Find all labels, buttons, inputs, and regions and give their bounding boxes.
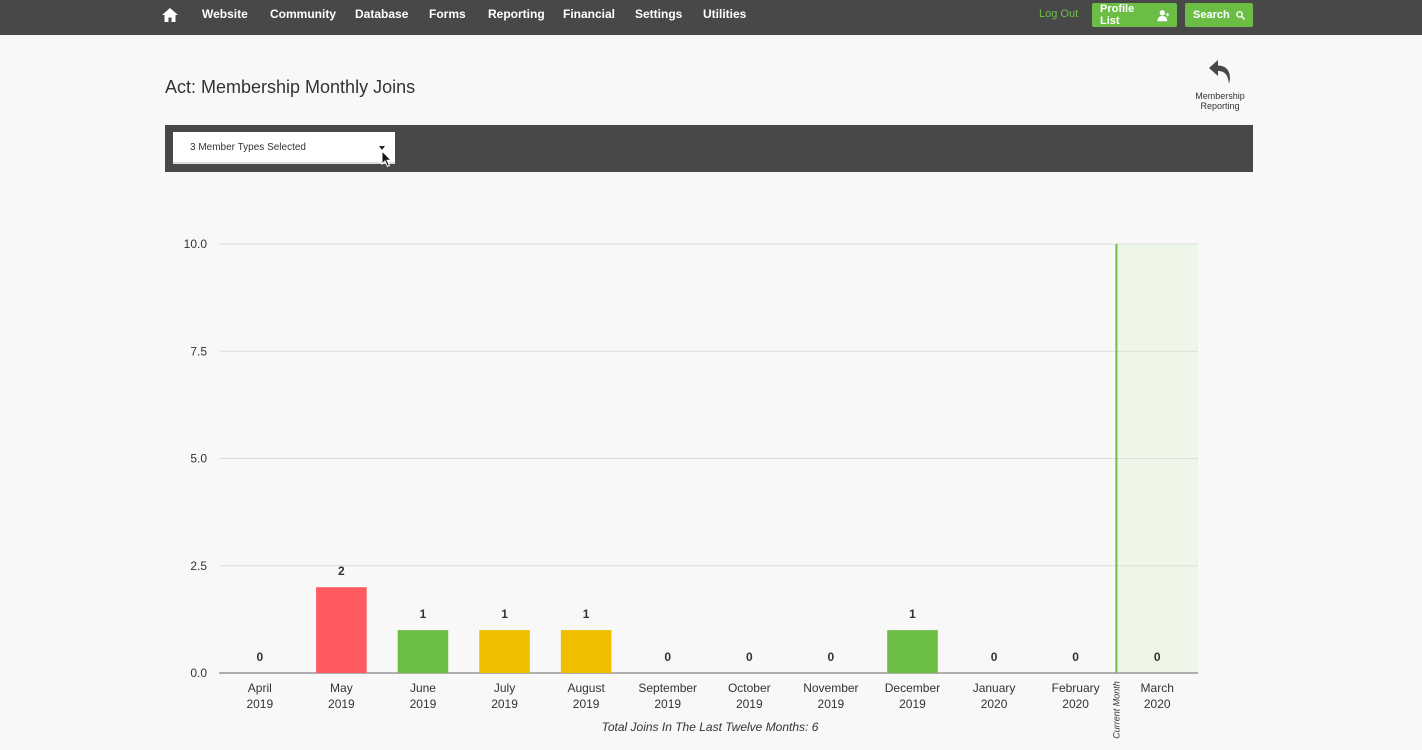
- data-label: 0: [664, 650, 671, 664]
- bar: [560, 630, 612, 673]
- nav-forms[interactable]: Forms: [429, 7, 466, 21]
- data-label: 2: [338, 564, 345, 578]
- back-arrow-icon: [1209, 60, 1230, 84]
- nav-reporting[interactable]: Reporting: [488, 7, 545, 21]
- data-label: 1: [501, 607, 508, 621]
- user-add-icon: [1156, 9, 1169, 21]
- x-tick-label: August: [567, 681, 605, 695]
- profile-list-label: Profile List: [1100, 3, 1135, 27]
- membership-reporting-link[interactable]: Membership Reporting: [1188, 58, 1252, 111]
- x-tick-label: 2020: [1144, 697, 1171, 711]
- data-label: 1: [909, 607, 916, 621]
- x-tick-label: February: [1052, 681, 1100, 695]
- current-month-label: Current Month: [1111, 681, 1121, 739]
- home-icon[interactable]: [162, 8, 178, 22]
- x-tick-label: 2019: [410, 697, 437, 711]
- x-tick-label: 2019: [818, 697, 845, 711]
- nav-financial[interactable]: Financial: [563, 7, 616, 21]
- data-label: 0: [746, 650, 753, 664]
- x-tick-label: March: [1141, 681, 1174, 695]
- bar: [479, 630, 530, 673]
- nav-website[interactable]: Website: [202, 7, 248, 21]
- search-button[interactable]: Search: [1185, 3, 1253, 27]
- nav-database[interactable]: Database: [355, 7, 409, 21]
- x-tick-label: September: [638, 681, 697, 695]
- x-tick-label: May: [330, 681, 353, 695]
- x-tick-label: June: [410, 681, 436, 695]
- data-label: 0: [256, 650, 263, 664]
- x-tick-label: 2019: [736, 697, 763, 711]
- x-tick-label: December: [885, 681, 940, 695]
- x-tick-label: 2019: [899, 697, 926, 711]
- x-tick-label: 2019: [328, 697, 355, 711]
- x-tick-label: July: [494, 681, 515, 695]
- logout-link[interactable]: Log Out: [1039, 8, 1079, 20]
- top-navbar: Website Community Database Forms Reporti…: [0, 0, 1422, 35]
- x-tick-label: 2020: [981, 697, 1008, 711]
- x-tick-label: November: [803, 681, 858, 695]
- data-label: 1: [420, 607, 427, 621]
- data-label: 0: [1072, 650, 1079, 664]
- y-tick-label: 5.0: [190, 452, 207, 466]
- page-title: Act: Membership Monthly Joins: [165, 77, 416, 97]
- total-joins-caption: Total Joins In The Last Twelve Months: 6: [601, 720, 819, 734]
- x-tick-label: 2019: [246, 697, 273, 711]
- member-types-dropdown[interactable]: 3 Member Types Selected: [173, 132, 395, 164]
- filter-bar: 3 Member Types Selected: [165, 125, 1253, 172]
- bar: [887, 630, 938, 673]
- data-label: 0: [828, 650, 835, 664]
- y-tick-label: 0.0: [190, 666, 207, 680]
- data-label: 0: [991, 650, 998, 664]
- search-icon: [1235, 10, 1245, 20]
- nav-utilities[interactable]: Utilities: [703, 7, 747, 21]
- data-label: 1: [583, 607, 590, 621]
- x-tick-label: April: [248, 681, 272, 695]
- bar: [397, 630, 449, 673]
- x-tick-label: October: [728, 681, 771, 695]
- x-tick-label: 2019: [491, 697, 518, 711]
- y-tick-label: 10.0: [184, 237, 208, 251]
- membership-reporting-label: Membership Reporting: [1195, 91, 1245, 111]
- nav-settings[interactable]: Settings: [635, 7, 683, 21]
- member-types-value: 3 Member Types Selected: [190, 142, 306, 153]
- search-label: Search: [1193, 9, 1230, 21]
- nav-community[interactable]: Community: [270, 7, 336, 21]
- mouse-cursor-icon: [381, 150, 393, 168]
- data-label: 0: [1154, 650, 1161, 664]
- x-tick-label: 2020: [1062, 697, 1089, 711]
- bar: [316, 587, 367, 673]
- profile-list-button[interactable]: Profile List: [1092, 3, 1177, 27]
- y-tick-label: 7.5: [190, 344, 207, 358]
- x-tick-label: January: [973, 681, 1016, 695]
- x-tick-label: 2019: [573, 697, 600, 711]
- x-tick-label: 2019: [654, 697, 681, 711]
- y-tick-label: 2.5: [190, 559, 207, 573]
- chevron-down-icon: [379, 146, 385, 150]
